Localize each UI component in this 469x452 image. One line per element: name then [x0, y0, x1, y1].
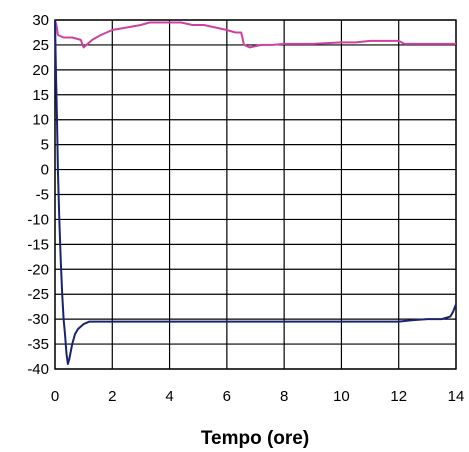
series-line-2 — [54, 19, 457, 365]
y-tick-label: 25 — [32, 37, 49, 54]
y-tick-label: -40 — [27, 361, 49, 378]
x-tick-label: 2 — [108, 388, 116, 405]
x-tick-label: 0 — [51, 388, 59, 405]
y-tick-label: -35 — [27, 336, 49, 353]
y-axis-tick-labels: 30 25 20 15 10 5 0 -5 -10 -15 -20 -25 -30 -35 -40 — [27, 12, 49, 378]
y-tick-label: 15 — [32, 87, 49, 104]
x-tick-label: 10 — [333, 388, 350, 405]
x-tick-label: 12 — [390, 388, 407, 405]
y-tick-label: -15 — [27, 236, 49, 253]
plot-border — [54, 19, 457, 370]
y-tick-label: -10 — [27, 211, 49, 228]
y-tick-label: 20 — [32, 62, 49, 79]
x-tick-label: 8 — [280, 388, 288, 405]
y-tick-label: -25 — [27, 286, 49, 303]
y-tick-label: -20 — [27, 261, 49, 278]
x-axis-tick-labels: 0 2 4 6 8 10 12 14 — [51, 388, 465, 405]
x-tick-label: 4 — [165, 388, 173, 405]
y-tick-label: -30 — [27, 311, 49, 328]
x-tick-label: 14 — [448, 388, 465, 405]
y-tick-label: 30 — [32, 12, 49, 29]
y-tick-label: 10 — [32, 112, 49, 129]
series-line-1 — [54, 19, 456, 49]
y-tick-label: -5 — [36, 187, 49, 204]
series-layer — [54, 19, 457, 365]
x-tick-label: 6 — [223, 388, 231, 405]
x-axis-title: Tempo (ore) — [201, 428, 309, 449]
y-tick-label: 0 — [41, 162, 49, 179]
grid — [54, 19, 457, 370]
y-tick-label: 5 — [41, 137, 49, 154]
